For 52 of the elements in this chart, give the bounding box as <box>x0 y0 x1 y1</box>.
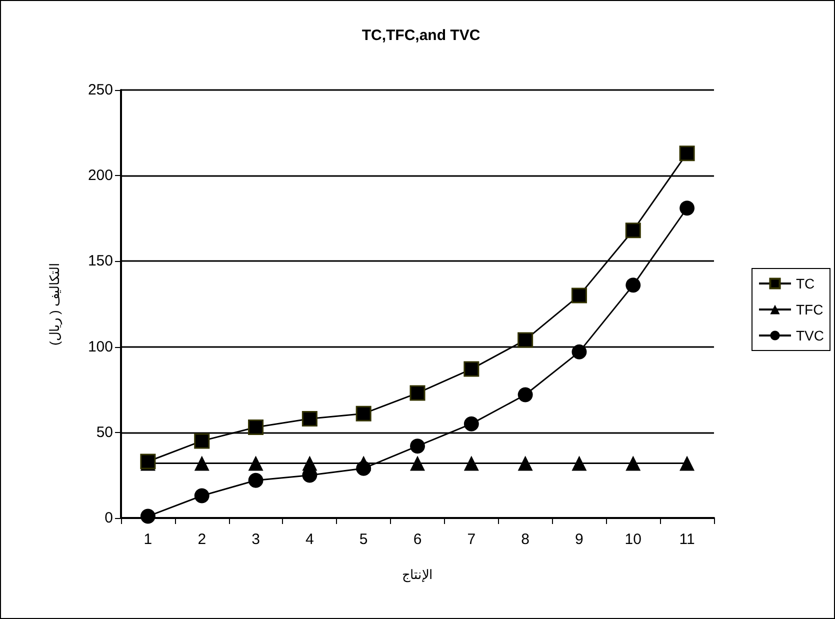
x-axis-title: الإنتاج <box>402 567 433 583</box>
point <box>140 508 156 524</box>
x-tick-label: 6 <box>413 531 422 548</box>
point <box>248 472 264 488</box>
point <box>410 385 426 401</box>
y-tick-label: 200 <box>88 167 113 184</box>
point <box>571 288 587 304</box>
y-tick-label: 250 <box>88 82 113 98</box>
point <box>248 456 264 471</box>
x-tick-label: 11 <box>679 531 695 548</box>
chart-title: TC,TFC,and TVC <box>362 27 480 44</box>
x-tick-label: 2 <box>198 531 206 548</box>
y-tick-label: 50 <box>96 424 113 441</box>
point <box>625 222 641 238</box>
point <box>464 456 479 471</box>
point <box>518 456 533 471</box>
point <box>302 456 318 471</box>
x-tick-label: 3 <box>252 531 260 548</box>
legend-label: TVC <box>796 328 824 344</box>
point <box>626 456 641 471</box>
point <box>302 410 318 426</box>
point <box>680 200 695 216</box>
y-tick-label: 100 <box>88 338 113 356</box>
legend-label: TFC <box>796 302 824 318</box>
point <box>194 433 210 449</box>
point <box>679 146 695 162</box>
point <box>248 420 264 436</box>
x-tick-label: 7 <box>467 531 476 548</box>
point <box>572 456 587 471</box>
point <box>518 387 533 402</box>
x-tick-label: 1 <box>144 531 152 548</box>
point <box>410 456 425 471</box>
x-tick-label: 10 <box>624 531 642 548</box>
x-tick-label: 4 <box>306 531 314 548</box>
point <box>356 456 372 471</box>
x-tick-label: 5 <box>359 531 368 548</box>
y-tick-label: 0 <box>104 510 113 526</box>
x-tick-label: 8 <box>521 531 530 548</box>
point <box>194 488 210 504</box>
point <box>356 406 372 422</box>
y-tick-label: 150 <box>88 252 113 270</box>
y-axis-title: التكاليف ( ريال) <box>47 262 63 346</box>
point <box>518 332 534 348</box>
point <box>464 361 480 377</box>
point <box>410 438 425 454</box>
point <box>464 416 479 432</box>
legend-label: TC <box>796 276 815 292</box>
point <box>572 344 587 360</box>
point <box>680 456 695 471</box>
point <box>194 456 210 471</box>
point <box>626 278 641 293</box>
x-tick-label: 9 <box>575 531 584 548</box>
